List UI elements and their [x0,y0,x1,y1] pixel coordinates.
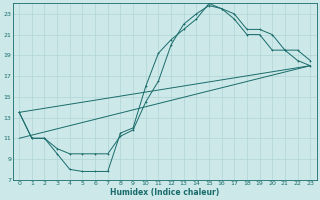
X-axis label: Humidex (Indice chaleur): Humidex (Indice chaleur) [110,188,219,197]
